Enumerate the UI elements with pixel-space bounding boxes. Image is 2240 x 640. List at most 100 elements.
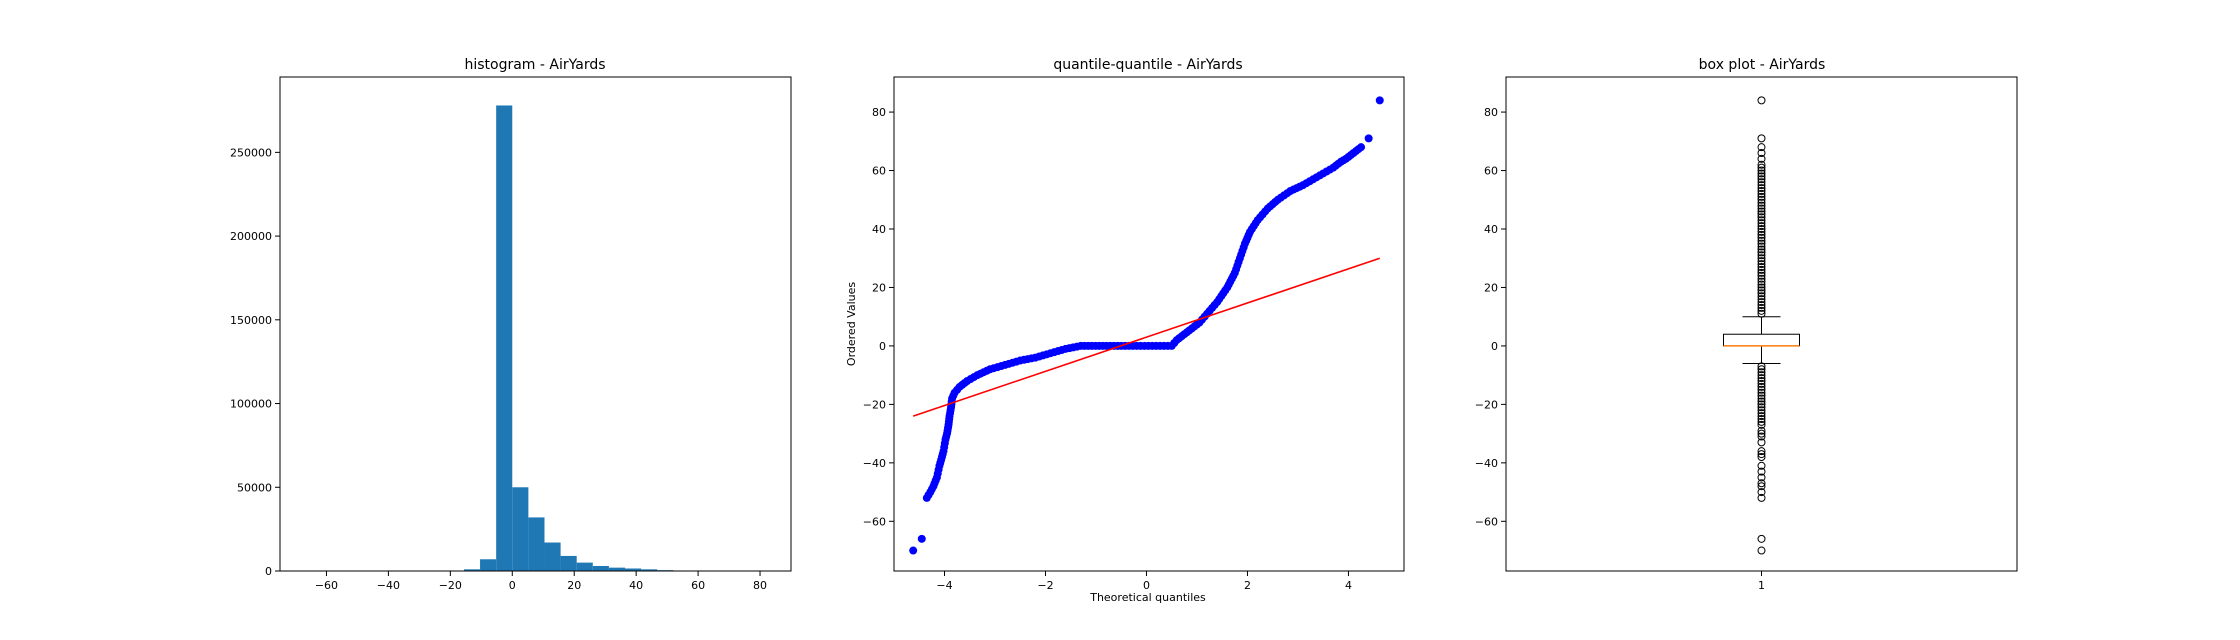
y-tick-label: 200000 bbox=[230, 230, 272, 243]
boxplot-flier bbox=[1757, 274, 1766, 283]
histogram-bar bbox=[463, 569, 481, 571]
boxplot-flier bbox=[1757, 306, 1766, 315]
boxplot-flier bbox=[1757, 453, 1766, 461]
boxplot-flier bbox=[1757, 286, 1766, 295]
qq-x-ticks: −4 −2 0 2 4 bbox=[936, 571, 1352, 592]
y-tick-label: 0 bbox=[265, 565, 272, 578]
boxplot-flier bbox=[1757, 172, 1766, 181]
boxplot-flier bbox=[1757, 415, 1766, 423]
boxplot-flier bbox=[1757, 230, 1766, 239]
x-tick-label: 2 bbox=[1244, 579, 1251, 592]
histogram-bar bbox=[560, 555, 577, 571]
boxplot-flier bbox=[1757, 403, 1766, 412]
boxplot-flier bbox=[1757, 248, 1766, 257]
y-tick-label: 80 bbox=[872, 106, 886, 119]
boxplot-flier bbox=[1757, 394, 1766, 403]
boxplot-flier bbox=[1757, 96, 1766, 105]
histogram-bar bbox=[496, 105, 513, 571]
boxplot-flier bbox=[1757, 412, 1766, 421]
boxplot-flier bbox=[1757, 198, 1766, 207]
boxplot-flier bbox=[1757, 271, 1766, 280]
histogram-bars bbox=[463, 105, 706, 571]
qq-title: quantile-quantile - AirYards bbox=[1053, 57, 1242, 73]
x-tick-label: 60 bbox=[691, 579, 705, 592]
histogram-panel: histogram - AirYards −60 −40 −20 0 20 40 60 80 … bbox=[230, 57, 792, 592]
boxplot-flier bbox=[1757, 479, 1766, 488]
boxplot-flier bbox=[1757, 450, 1766, 459]
boxplot-fliers bbox=[1757, 96, 1766, 555]
boxplot-flier bbox=[1757, 406, 1766, 415]
boxplot-flier bbox=[1757, 377, 1766, 385]
qq-points bbox=[909, 96, 1384, 555]
qq-point bbox=[917, 534, 926, 543]
boxplot-flier bbox=[1757, 227, 1766, 236]
y-tick-label: 20 bbox=[1484, 281, 1498, 294]
boxplot-flier bbox=[1757, 298, 1766, 307]
boxplot-flier bbox=[1757, 467, 1766, 476]
boxplot-flier bbox=[1757, 225, 1766, 233]
qq-point bbox=[1375, 96, 1384, 105]
boxplot-flier bbox=[1757, 461, 1766, 470]
qq-y-ticks: −60 −40 −20 0 20 40 60 80 bbox=[863, 106, 894, 528]
boxplot-frame bbox=[1505, 76, 2018, 572]
boxplot-flier bbox=[1757, 379, 1766, 388]
boxplot-flier bbox=[1757, 134, 1766, 143]
qq-panel: quantile-quantile - AirYards −4 −2 0 2 4 −60… bbox=[845, 57, 1405, 604]
boxplot-flier bbox=[1757, 268, 1766, 277]
boxplot-flier bbox=[1757, 216, 1766, 225]
x-tick-label: 20 bbox=[567, 579, 581, 592]
x-tick-label: 4 bbox=[1345, 579, 1352, 592]
boxplot-flier bbox=[1757, 175, 1766, 184]
boxplot-flier bbox=[1757, 260, 1766, 269]
boxplot-flier bbox=[1757, 365, 1766, 374]
boxplot-flier bbox=[1757, 242, 1766, 251]
boxplot-flier bbox=[1757, 289, 1766, 298]
boxplot-flier bbox=[1757, 301, 1766, 309]
boxplot-flier bbox=[1757, 420, 1766, 429]
boxplot-flier bbox=[1757, 429, 1766, 438]
boxplot-flier bbox=[1757, 371, 1766, 380]
histogram-bar bbox=[625, 568, 642, 571]
histogram-bar bbox=[544, 542, 561, 571]
boxplot-flier bbox=[1757, 397, 1766, 406]
boxplot-flier bbox=[1757, 204, 1766, 213]
boxplot-flier bbox=[1757, 546, 1766, 555]
boxplot-flier bbox=[1757, 534, 1766, 543]
boxplot-flier bbox=[1757, 263, 1766, 271]
boxplot-flier bbox=[1757, 309, 1766, 318]
boxplot-flier bbox=[1757, 400, 1766, 409]
boxplot-flier bbox=[1757, 280, 1766, 289]
boxplot-flier bbox=[1757, 438, 1766, 447]
histogram-frame bbox=[279, 76, 792, 572]
qq-point bbox=[1364, 134, 1373, 143]
boxplot-flier bbox=[1757, 362, 1766, 371]
boxplot-flier bbox=[1757, 251, 1766, 260]
histogram-title: histogram - AirYards bbox=[464, 57, 605, 73]
x-tick-label: 80 bbox=[753, 579, 767, 592]
histogram-bar bbox=[528, 517, 545, 571]
boxplot-flier bbox=[1757, 207, 1766, 216]
y-tick-label: −60 bbox=[1475, 515, 1498, 528]
x-tick-label: 40 bbox=[629, 579, 643, 592]
boxplot-flier bbox=[1757, 192, 1766, 201]
y-tick-label: 40 bbox=[872, 223, 886, 236]
boxplot-flier bbox=[1757, 295, 1766, 304]
y-tick-label: 80 bbox=[1484, 106, 1498, 119]
y-tick-label: 60 bbox=[1484, 165, 1498, 178]
boxplot-flier bbox=[1757, 254, 1766, 263]
boxplot-flier bbox=[1757, 447, 1766, 456]
boxplot-flier bbox=[1757, 210, 1766, 219]
y-tick-label: 20 bbox=[872, 281, 886, 294]
boxplot-flier bbox=[1757, 195, 1766, 204]
boxplot-flier bbox=[1757, 189, 1766, 198]
boxplot-flier bbox=[1757, 482, 1766, 491]
x-tick-label: −4 bbox=[936, 579, 952, 592]
y-tick-label: −60 bbox=[863, 515, 886, 528]
boxplot-flier bbox=[1757, 219, 1766, 228]
y-tick-label: −20 bbox=[863, 398, 886, 411]
y-tick-label: −20 bbox=[1475, 398, 1498, 411]
boxplot-flier bbox=[1757, 374, 1766, 383]
qq-frame bbox=[893, 76, 1405, 572]
histogram-bar bbox=[480, 559, 497, 571]
boxplot-flier bbox=[1757, 187, 1766, 195]
